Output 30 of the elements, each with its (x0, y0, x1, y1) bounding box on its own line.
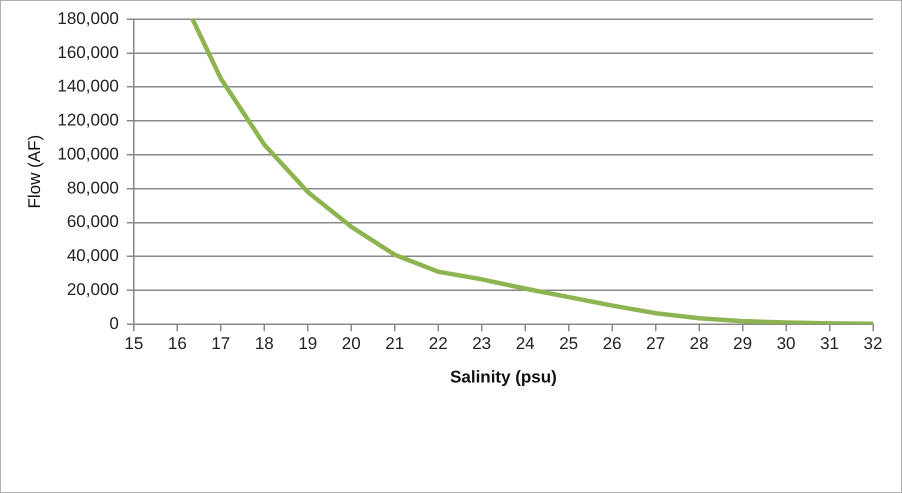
x-tick-label: 31 (820, 334, 839, 354)
y-tick-label: 20,000 (66, 280, 119, 299)
x-tick-label: 16 (168, 334, 187, 354)
x-tick-label: 23 (472, 334, 492, 354)
x-tick-label: 32 (864, 334, 882, 354)
x-tick-label: 18 (254, 334, 274, 354)
x-tick-label: 28 (690, 334, 709, 354)
x-tick-label: 17 (211, 334, 230, 354)
x-tick-label: 26 (602, 334, 622, 354)
x-tick-label: 24 (516, 334, 535, 354)
y-tick-label: 140,000 (57, 76, 119, 96)
x-tick-label: 22 (428, 334, 448, 354)
x-axis-title: Salinity (psu) (450, 367, 557, 386)
y-axis-title: Flow (AF) (24, 134, 44, 209)
x-tick-label: 29 (733, 334, 752, 354)
x-tick-label: 21 (385, 334, 404, 354)
x-tick-label: 20 (342, 334, 361, 354)
x-tick-label: 15 (124, 334, 144, 354)
y-tick-label: 0 (109, 314, 119, 333)
y-tick-label: 120,000 (57, 110, 119, 130)
y-tick-label: 60,000 (66, 212, 119, 232)
y-tick-label: 40,000 (66, 246, 119, 266)
x-tick-label: 25 (559, 334, 578, 354)
y-tick-label: 100,000 (57, 144, 119, 164)
x-tick-label: 19 (298, 334, 318, 354)
y-tick-label: 160,000 (57, 42, 119, 62)
y-tick-label: 80,000 (66, 178, 119, 198)
x-tick-label: 27 (646, 334, 666, 354)
x-tick-label: 30 (776, 334, 796, 354)
y-tick-label: 180,000 (57, 8, 119, 28)
